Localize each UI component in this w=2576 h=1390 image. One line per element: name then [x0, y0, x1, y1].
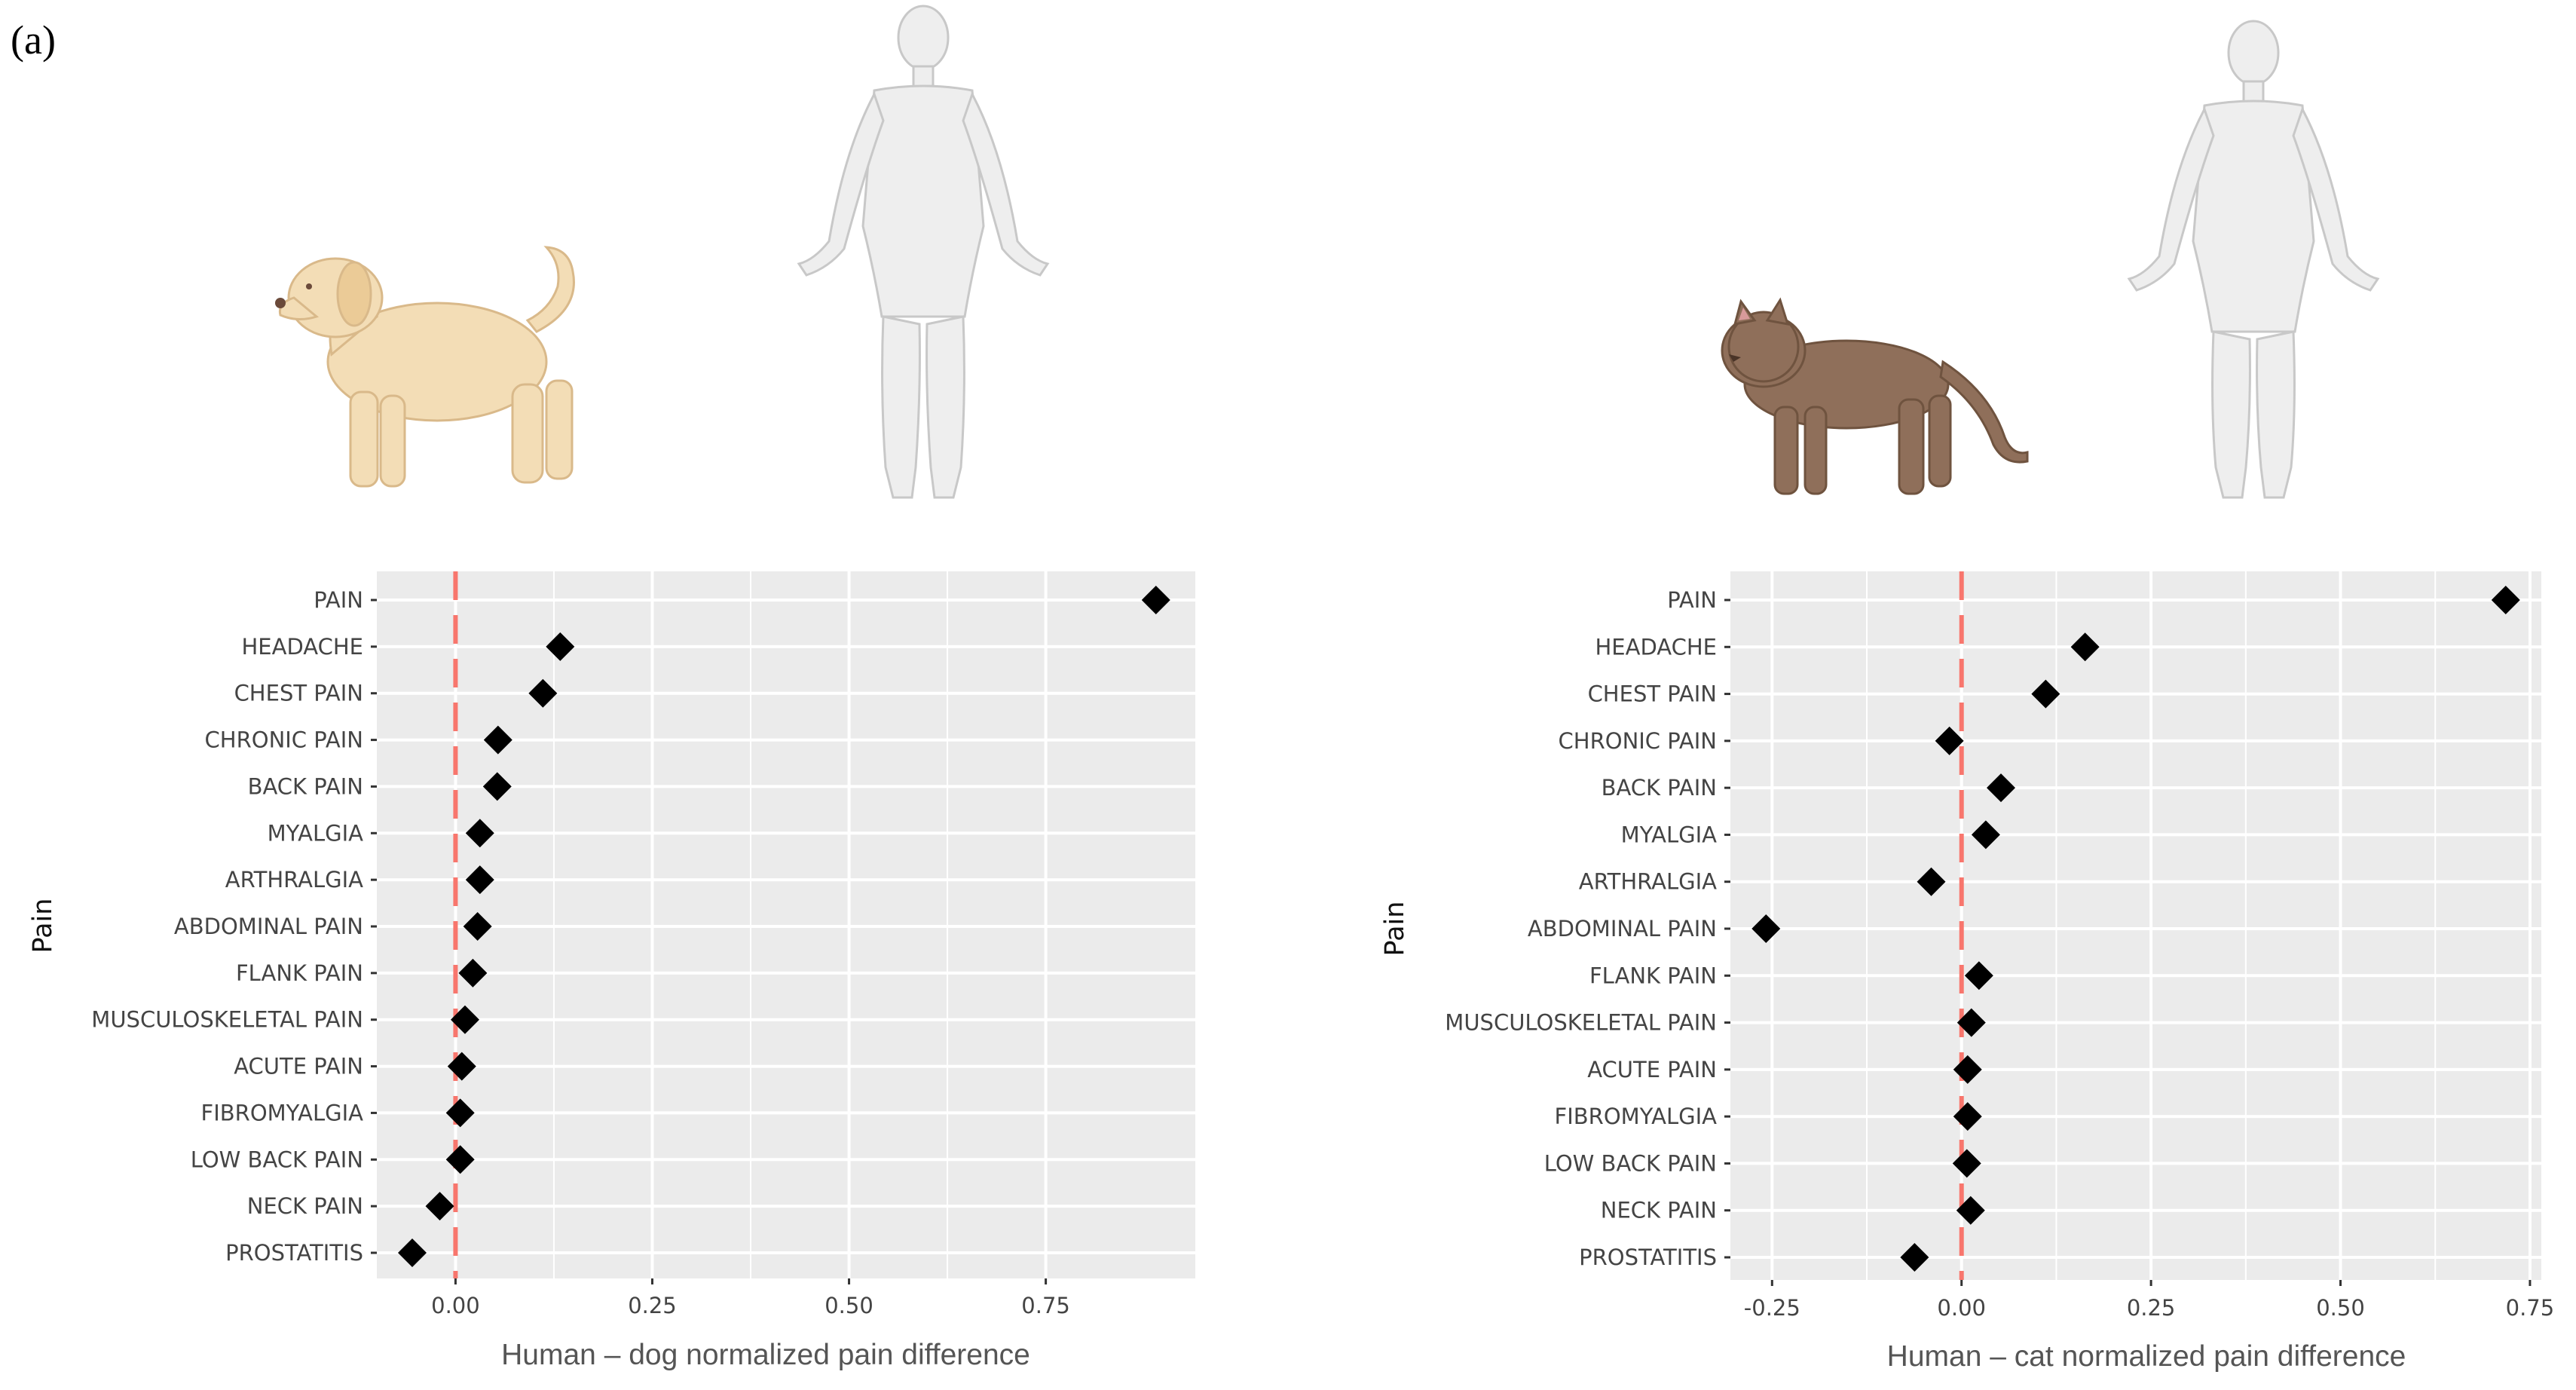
- data-point-diamond: [1956, 1008, 1986, 1037]
- data-point-diamond: [465, 819, 494, 848]
- cat-icon: [1721, 297, 2029, 495]
- data-point-diamond: [425, 1192, 454, 1221]
- cat-pain-difference-chart: PAIN HEADACHE CHEST PAIN CHRONIC PAIN BACK P…: [1380, 571, 2554, 1373]
- x-tick-label: 0.75: [1021, 1293, 1070, 1318]
- y-tick-label: FLANK PAIN: [236, 960, 363, 986]
- x-tick-label: 0.25: [2127, 1295, 2176, 1321]
- data-point-diamond: [1751, 914, 1781, 943]
- y-tick-label: PROSTATITIS: [1579, 1245, 1717, 1270]
- x-tick-label: 0.00: [1937, 1295, 1986, 1321]
- y-tick-label: CHRONIC PAIN: [1559, 728, 1717, 754]
- x-axis-ticks: 0.00 0.25 0.50 0.75: [431, 1278, 1070, 1318]
- data-point-diamond: [483, 725, 512, 755]
- data-point-diamond: [482, 772, 512, 801]
- data-point-diamond: [1987, 773, 2016, 803]
- y-axis-title: Pain: [28, 899, 58, 954]
- y-tick-label: HEADACHE: [1595, 634, 1718, 660]
- x-tick-label: 0.50: [825, 1293, 873, 1318]
- y-tick-label: ARTHRALGIA: [225, 867, 363, 892]
- y-tick-label: MUSCULOSKELETAL PAIN: [1445, 1010, 1717, 1036]
- y-tick-label: PAIN: [1667, 587, 1717, 613]
- y-tick-label: ARTHRALGIA: [1579, 869, 1717, 895]
- data-point-diamond: [450, 1005, 479, 1034]
- y-tick-label: MUSCULOSKELETAL PAIN: [91, 1007, 363, 1033]
- x-tick-label: 0.25: [628, 1293, 677, 1318]
- y-tick-label: FLANK PAIN: [1589, 963, 1717, 988]
- x-tick-label: 0.75: [2506, 1295, 2555, 1321]
- data-point-diamond: [465, 865, 494, 895]
- y-tick-label: PROSTATITIS: [225, 1240, 363, 1266]
- human-body-icon: [2127, 20, 2380, 499]
- data-point-diamond: [546, 632, 575, 661]
- data-point-diamond: [445, 1145, 475, 1174]
- data-point-diamond: [1953, 1055, 1982, 1084]
- y-tick-label: NECK PAIN: [1601, 1198, 1717, 1223]
- x-tick-label: 0.00: [431, 1293, 480, 1318]
- x-axis-title: Human – dog normalized pain difference: [501, 1339, 1030, 1371]
- data-point-diamond: [2491, 586, 2520, 614]
- figure-panel-label: (a): [11, 17, 56, 63]
- y-tick-label: LOW BACK PAIN: [1544, 1150, 1717, 1176]
- y-axis-title: Pain: [1380, 902, 1410, 957]
- data-point-diamond: [1964, 961, 1993, 990]
- y-axis-ticks: PAIN HEADACHE CHEST PAIN CHRONIC PAIN BACK P…: [1445, 587, 1730, 1270]
- data-point-diamond: [2070, 632, 2100, 662]
- data-point-diamond: [1971, 820, 2000, 850]
- y-tick-label: FIBROMYALGIA: [1555, 1104, 1718, 1129]
- x-tick-label: -0.25: [1744, 1295, 1800, 1321]
- data-point-diamond: [463, 912, 492, 941]
- y-tick-label: MYALGIA: [268, 820, 364, 846]
- y-axis-ticks: PAIN HEADACHE CHEST PAIN CHRONIC PAIN BACK P…: [91, 587, 377, 1266]
- data-point-diamond: [397, 1238, 427, 1267]
- data-points: [397, 586, 1170, 1267]
- data-point-diamond: [1141, 586, 1170, 614]
- y-tick-label: PAIN: [314, 587, 363, 613]
- y-tick-label: CHEST PAIN: [234, 681, 363, 706]
- data-point-diamond: [458, 958, 488, 987]
- x-axis-ticks: -0.25 0.00 0.25 0.50 0.75: [1744, 1280, 2554, 1321]
- y-tick-label: ABDOMINAL PAIN: [1528, 916, 1717, 941]
- data-point-diamond: [1917, 867, 1946, 896]
- data-point-diamond: [447, 1052, 476, 1081]
- data-point-diamond: [2031, 679, 2060, 709]
- data-point-diamond: [528, 678, 558, 708]
- data-point-diamond: [1935, 726, 1964, 755]
- plot-panel: [1730, 571, 2541, 1280]
- y-tick-label: ACUTE PAIN: [234, 1054, 363, 1079]
- y-tick-label: BACK PAIN: [1602, 775, 1717, 801]
- y-tick-label: ACUTE PAIN: [1587, 1057, 1717, 1082]
- data-point-diamond: [445, 1098, 475, 1128]
- data-points: [1751, 586, 2520, 1272]
- y-tick-label: ABDOMINAL PAIN: [174, 914, 363, 939]
- data-point-diamond: [1952, 1149, 1981, 1178]
- human-body-icon: [797, 5, 1050, 499]
- data-point-diamond: [1900, 1243, 1929, 1272]
- y-tick-label: CHRONIC PAIN: [205, 727, 363, 753]
- y-tick-label: HEADACHE: [242, 634, 364, 660]
- x-tick-label: 0.50: [2316, 1295, 2365, 1321]
- y-tick-label: CHEST PAIN: [1588, 681, 1717, 707]
- data-point-diamond: [1953, 1102, 1982, 1131]
- data-point-diamond: [1956, 1196, 1985, 1225]
- x-axis-title: Human – cat normalized pain difference: [1887, 1340, 2406, 1373]
- dog-pain-difference-chart: PAIN HEADACHE CHEST PAIN CHRONIC PAIN BACK P…: [28, 571, 1195, 1371]
- y-tick-label: FIBROMYALGIA: [201, 1100, 364, 1125]
- dog-icon: [275, 246, 575, 488]
- y-tick-label: MYALGIA: [1621, 822, 1718, 847]
- grid-lines: [1730, 571, 2541, 1280]
- y-tick-label: NECK PAIN: [247, 1193, 363, 1219]
- y-tick-label: BACK PAIN: [248, 773, 363, 799]
- y-tick-label: LOW BACK PAIN: [191, 1147, 363, 1172]
